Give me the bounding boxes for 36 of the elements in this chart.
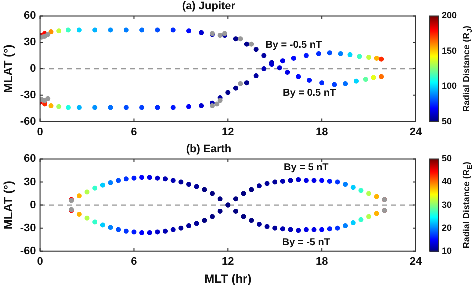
- color-bar-label: 50: [442, 154, 452, 164]
- y-tick-label: 0: [30, 63, 36, 76]
- y-tick-label: 30: [24, 36, 36, 49]
- annotation: By = 0.5 nT: [283, 88, 336, 100]
- y-tick-label: -30: [20, 222, 36, 234]
- y-tick-label: 30: [24, 176, 36, 188]
- x-tick-label: 12: [222, 256, 234, 268]
- color-bar-label: 40: [442, 176, 452, 187]
- y-tick-label: 60: [24, 153, 36, 166]
- y-axis-title: MLAT (°): [2, 44, 16, 94]
- x-tick-label: 18: [316, 256, 328, 268]
- color-bar-label: 200: [442, 10, 458, 21]
- y-tick-label: -60: [20, 116, 36, 128]
- x-tick-label: 12: [222, 126, 234, 138]
- y-tick-label: -30: [20, 89, 36, 102]
- color-bar-label: 20: [442, 222, 452, 233]
- x-axis-title: MLT (hr): [204, 272, 252, 286]
- annotation: By = -5 nT: [282, 238, 330, 249]
- y-tick-label: 60: [24, 10, 36, 22]
- x-tick-label: 24: [410, 126, 423, 138]
- chart-title: (b) Earth: [186, 144, 232, 156]
- y-axis-title: MLAT (°): [2, 181, 16, 230]
- chart-title: (a) Jupiter: [182, 0, 236, 13]
- annotation: By = -0.5 nT: [266, 40, 322, 52]
- color-bar-label: 10: [442, 246, 452, 256]
- color-bar-label: 150: [442, 46, 458, 56]
- x-tick-label: 6: [131, 126, 138, 138]
- x-tick-label: 18: [316, 126, 328, 138]
- x-tick-label: 24: [410, 256, 423, 268]
- annotation: By = 5 nT: [284, 162, 329, 174]
- x-tick-label: 6: [131, 256, 138, 268]
- y-tick-label: -60: [20, 245, 36, 258]
- color-bar-label: 100: [442, 81, 458, 92]
- color-bar-label: 50: [442, 116, 452, 126]
- y-tick-label: 0: [30, 199, 36, 212]
- color-bar-label: 30: [442, 200, 452, 210]
